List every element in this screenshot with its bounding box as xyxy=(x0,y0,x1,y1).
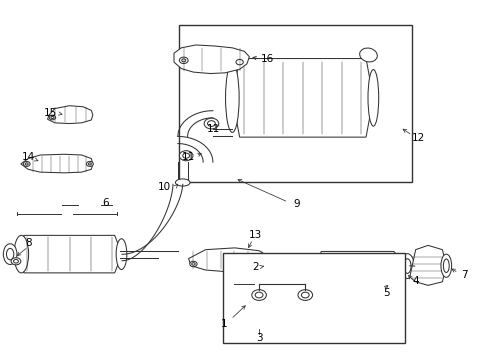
Text: 16: 16 xyxy=(260,54,273,64)
Bar xyxy=(222,253,404,342)
Polygon shape xyxy=(174,45,249,73)
Ellipse shape xyxy=(25,163,28,165)
Ellipse shape xyxy=(51,116,54,118)
Ellipse shape xyxy=(175,179,190,186)
Text: 5: 5 xyxy=(383,288,389,298)
Ellipse shape xyxy=(303,259,310,273)
Ellipse shape xyxy=(116,239,126,270)
Ellipse shape xyxy=(367,69,378,126)
Ellipse shape xyxy=(11,258,21,265)
Text: 9: 9 xyxy=(293,199,299,209)
Ellipse shape xyxy=(301,292,308,298)
Text: 7: 7 xyxy=(460,270,467,280)
Polygon shape xyxy=(21,154,93,173)
Ellipse shape xyxy=(359,48,377,62)
Polygon shape xyxy=(312,251,402,281)
Ellipse shape xyxy=(261,261,273,270)
Ellipse shape xyxy=(297,290,312,300)
Ellipse shape xyxy=(236,59,243,65)
Ellipse shape xyxy=(88,163,91,165)
Ellipse shape xyxy=(255,292,263,298)
Bar xyxy=(179,24,411,182)
Ellipse shape xyxy=(86,161,93,166)
Ellipse shape xyxy=(203,118,218,129)
Text: 1: 1 xyxy=(220,319,227,329)
Ellipse shape xyxy=(299,254,313,279)
Ellipse shape xyxy=(183,153,189,158)
Ellipse shape xyxy=(179,151,193,161)
Ellipse shape xyxy=(182,59,185,62)
Ellipse shape xyxy=(49,115,56,120)
Polygon shape xyxy=(232,59,372,137)
Ellipse shape xyxy=(384,274,396,283)
Ellipse shape xyxy=(23,161,30,166)
Ellipse shape xyxy=(189,261,197,267)
Text: 10: 10 xyxy=(158,182,170,192)
Polygon shape xyxy=(188,248,268,272)
Polygon shape xyxy=(47,106,93,123)
Ellipse shape xyxy=(3,244,17,265)
Polygon shape xyxy=(24,235,122,273)
Ellipse shape xyxy=(191,263,195,265)
Text: 12: 12 xyxy=(410,133,424,143)
Ellipse shape xyxy=(207,121,215,126)
Ellipse shape xyxy=(14,260,19,263)
Ellipse shape xyxy=(225,63,239,132)
Ellipse shape xyxy=(179,57,188,64)
Text: 15: 15 xyxy=(43,108,57,118)
Ellipse shape xyxy=(440,254,451,277)
Ellipse shape xyxy=(251,290,266,300)
Ellipse shape xyxy=(443,259,448,273)
Ellipse shape xyxy=(264,263,270,267)
Text: 2: 2 xyxy=(252,262,259,272)
Ellipse shape xyxy=(386,276,392,280)
Ellipse shape xyxy=(14,235,29,273)
Text: 13: 13 xyxy=(248,230,261,240)
Ellipse shape xyxy=(403,259,410,273)
Text: 14: 14 xyxy=(21,153,35,162)
Text: 11: 11 xyxy=(207,124,220,134)
Text: 4: 4 xyxy=(412,276,419,286)
Ellipse shape xyxy=(6,248,14,260)
Text: 8: 8 xyxy=(25,238,31,248)
Text: 3: 3 xyxy=(255,333,262,343)
Ellipse shape xyxy=(400,254,413,279)
Text: 6: 6 xyxy=(102,198,109,207)
Polygon shape xyxy=(409,246,446,285)
Text: 11: 11 xyxy=(182,153,195,162)
